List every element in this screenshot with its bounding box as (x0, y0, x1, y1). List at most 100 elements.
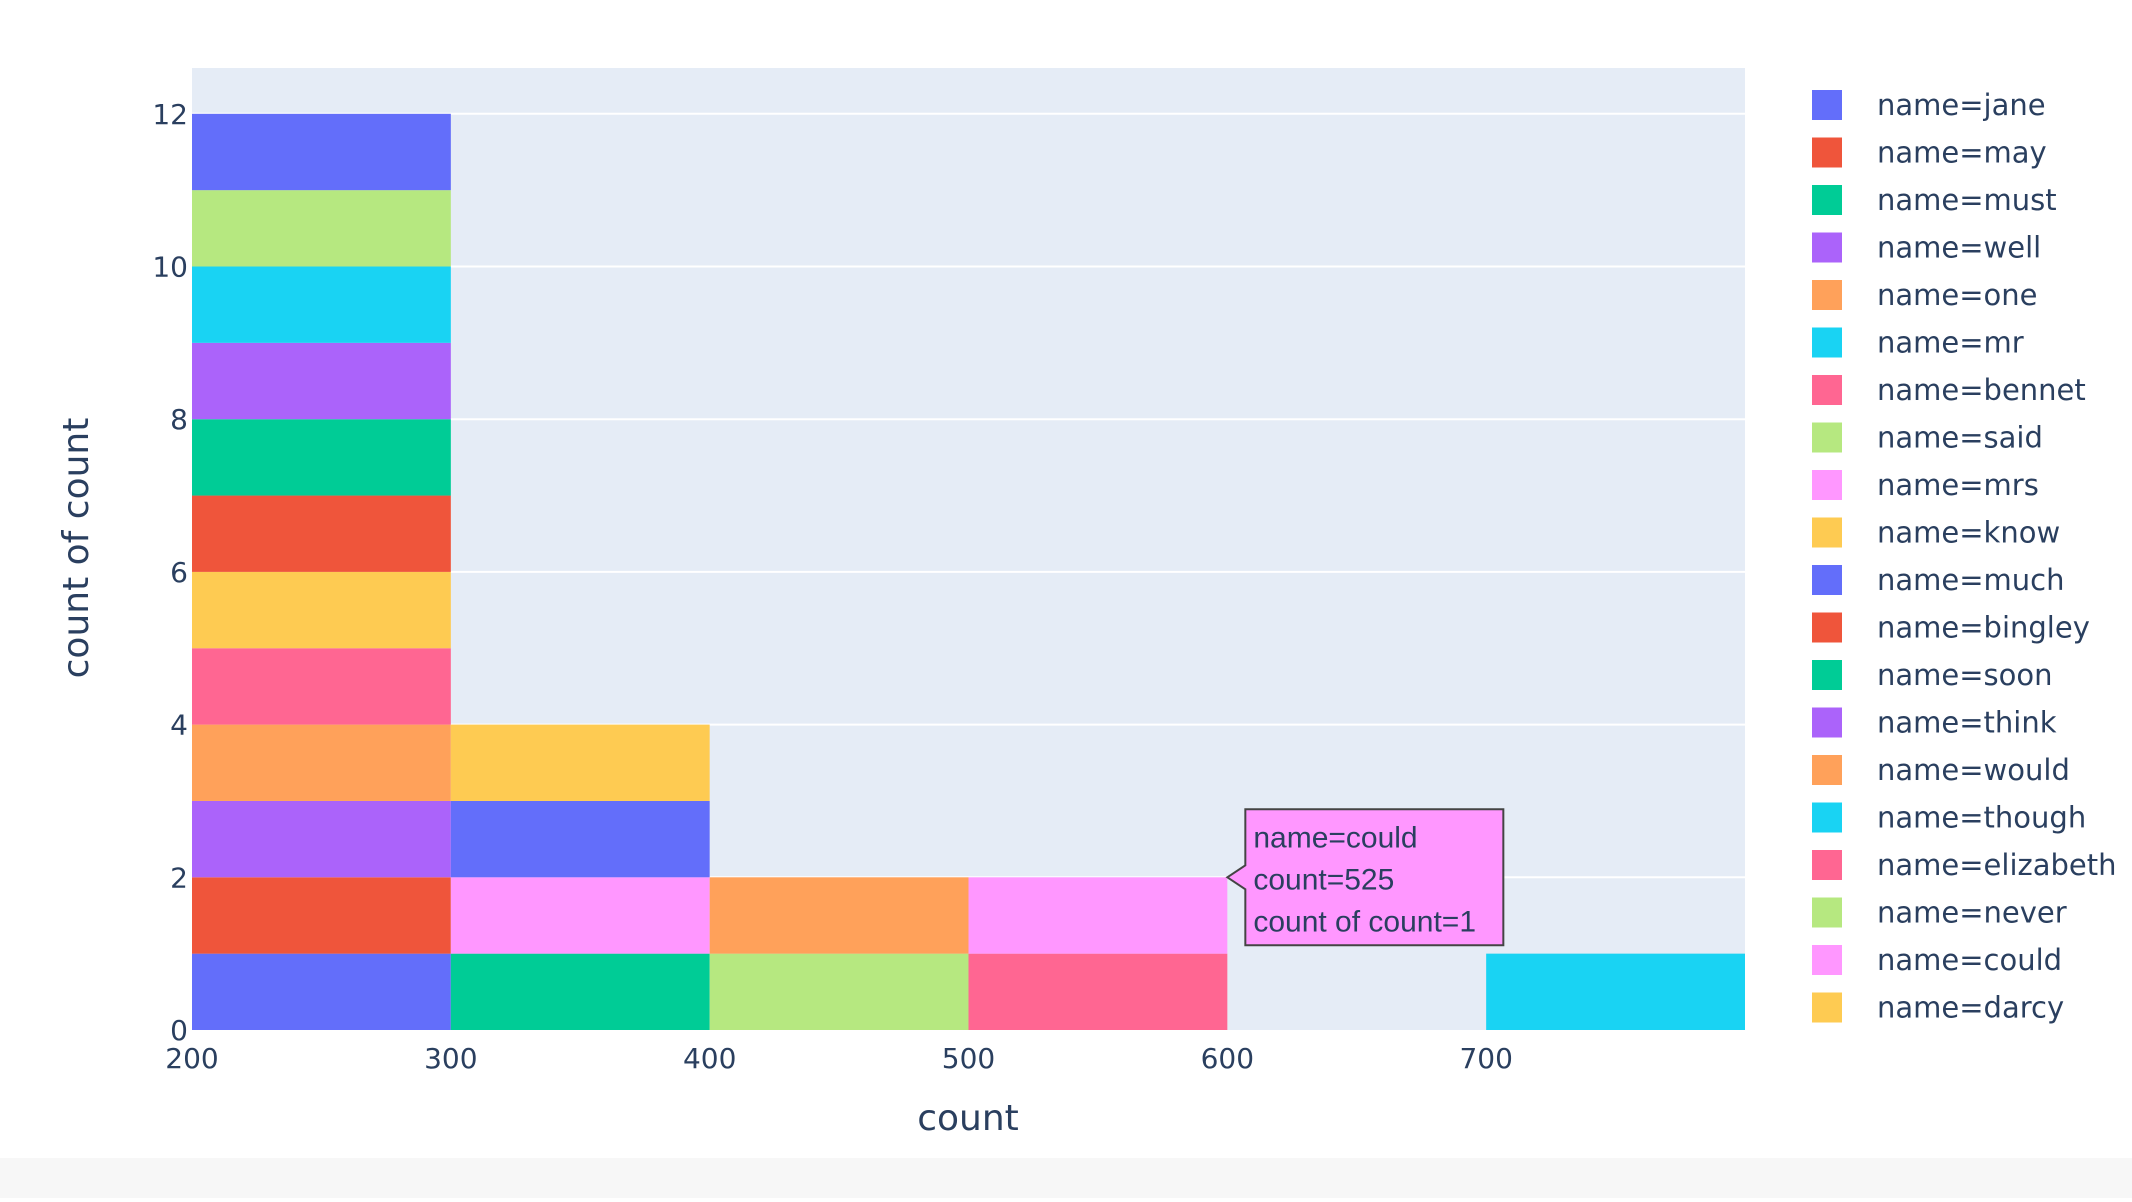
legend-swatch (1812, 707, 1842, 738)
legend-item[interactable]: name=bennet (1812, 373, 2086, 407)
legend-swatch (1812, 945, 1842, 975)
legend-item[interactable]: name=soon (1812, 658, 2053, 692)
legend-label: name=mr (1877, 326, 2024, 360)
legend-item[interactable]: name=though (1812, 801, 2086, 835)
histogram-bar-segment[interactable]: name=bennet (968, 953, 1228, 1030)
legend-swatch (1812, 375, 1842, 405)
legend-item[interactable]: name=elizabeth (1812, 848, 2117, 882)
tooltip-line: count=525 (1253, 863, 1394, 896)
x-tick-label: 400 (683, 1042, 736, 1075)
legend-swatch (1812, 422, 1842, 453)
histogram-bar-segment[interactable]: name=one (709, 877, 969, 954)
legend-item[interactable]: name=well (1812, 231, 2041, 265)
legend-swatch (1812, 90, 1842, 120)
legend-item[interactable]: name=much (1812, 563, 2065, 597)
histogram-bar-segment[interactable]: name=think (192, 342, 451, 420)
legend-label: name=well (1877, 231, 2041, 265)
legend-item[interactable]: name=could (1812, 943, 2062, 977)
tooltip-box (1225, 808, 1505, 947)
x-tick-label: 300 (424, 1042, 477, 1075)
histogram-bar-segment[interactable]: name=jane (192, 953, 451, 1030)
legend-swatch (1812, 897, 1842, 928)
legend-swatch (1812, 517, 1842, 548)
legend-item[interactable]: name=mrs (1812, 468, 2039, 502)
legend-item[interactable]: name=know (1812, 516, 2060, 550)
y-tick-label: 2 (170, 861, 188, 894)
histogram-bar-segment[interactable]: name=soon (192, 419, 451, 496)
legend-swatch (1812, 327, 1842, 358)
histogram-bar-segment[interactable]: name=would (192, 724, 451, 801)
histogram-bar-segment[interactable]: name=jane (192, 113, 451, 191)
legend-item[interactable]: name=darcy (1812, 991, 2064, 1025)
histogram-bar-segment[interactable]: name=must (450, 953, 710, 1030)
y-tick-label: 4 (170, 709, 188, 742)
legend[interactable]: name=jane name=may name=must name=well name=… (1812, 88, 2117, 1025)
legend-label: name=elizabeth (1877, 848, 2117, 882)
y-tick-label: 6 (170, 556, 188, 589)
histogram-bar-segment[interactable]: name=bingley (192, 495, 451, 572)
legend-item[interactable]: name=one (1812, 278, 2038, 312)
legend-label: name=mrs (1877, 468, 2039, 502)
legend-swatch (1812, 992, 1842, 1023)
legend-label: name=much (1877, 563, 2065, 597)
legend-swatch (1812, 232, 1842, 263)
legend-swatch (1812, 755, 1842, 785)
histogram-bar-segment[interactable]: name=mrs (450, 877, 710, 954)
legend-swatch (1812, 565, 1842, 595)
y-tick-label: 12 (152, 98, 188, 131)
tooltip-line: name=could (1253, 821, 1417, 854)
histogram-bar-segment[interactable]: name=well (192, 800, 451, 878)
histogram-bar-segment[interactable]: name=elizabeth (192, 648, 451, 725)
legend-label: name=said (1877, 421, 2043, 455)
bars: name=janename=mayname=wellname=wouldname… (192, 113, 1745, 1030)
legend-label: name=could (1877, 943, 2062, 977)
histogram-bar-segment[interactable]: name=said (709, 953, 969, 1030)
legend-item[interactable]: name=jane (1812, 88, 2046, 122)
x-tick-label: 700 (1459, 1042, 1512, 1075)
histogram-bar-segment[interactable]: name=mr (1486, 953, 1745, 1030)
histogram-bar-segment[interactable]: name=never (192, 190, 451, 267)
legend-swatch (1812, 280, 1842, 310)
legend-label: name=must (1877, 183, 2057, 217)
legend-item[interactable]: name=may (1812, 136, 2047, 170)
y-tick-labels: 0 2 4 6 8 10 12 (152, 98, 188, 1047)
legend-swatch (1812, 470, 1842, 500)
histogram-bar-segment[interactable]: name=darcy (192, 571, 451, 649)
hover-tooltip: name=could count=525 count of count=1 (1225, 808, 1505, 947)
legend-label: name=bennet (1877, 373, 2086, 407)
bottom-strip (0, 1158, 2132, 1198)
x-axis-title: count (917, 1098, 1019, 1139)
histogram-bar-segment[interactable]: name=could (968, 877, 1228, 954)
legend-item[interactable]: name=think (1812, 706, 2057, 740)
legend-item[interactable]: name=would (1812, 753, 2070, 787)
x-tick-label: 600 (1201, 1042, 1254, 1075)
legend-item[interactable]: name=never (1812, 896, 2067, 930)
tooltip-line: count of count=1 (1253, 905, 1476, 938)
legend-swatch (1812, 185, 1842, 215)
histogram-bar-segment[interactable]: name=much (450, 800, 710, 878)
legend-label: name=never (1877, 896, 2067, 930)
legend-swatch (1812, 802, 1842, 833)
y-axis-title: count of count (56, 418, 97, 679)
histogram-bar-segment[interactable]: name=know (450, 724, 710, 801)
x-tick-labels: 200 300 400 500 600 700 (165, 1042, 1513, 1075)
histogram-bar-segment[interactable]: name=though (192, 266, 451, 343)
legend-label: name=soon (1877, 658, 2053, 692)
legend-item[interactable]: name=said (1812, 421, 2043, 455)
legend-label: name=know (1877, 516, 2060, 550)
legend-label: name=would (1877, 753, 2070, 787)
legend-swatch (1812, 850, 1842, 880)
y-tick-label: 8 (170, 403, 188, 436)
histogram-bar-segment[interactable]: name=may (192, 877, 451, 954)
legend-item[interactable]: name=mr (1812, 326, 2024, 360)
legend-label: name=jane (1877, 88, 2046, 122)
legend-label: name=darcy (1877, 991, 2064, 1025)
x-tick-label: 500 (942, 1042, 995, 1075)
legend-item[interactable]: name=must (1812, 183, 2057, 217)
x-tick-label: 200 (165, 1042, 218, 1075)
legend-label: name=though (1877, 801, 2086, 835)
legend-label: name=think (1877, 706, 2057, 740)
legend-item[interactable]: name=bingley (1812, 611, 2090, 645)
